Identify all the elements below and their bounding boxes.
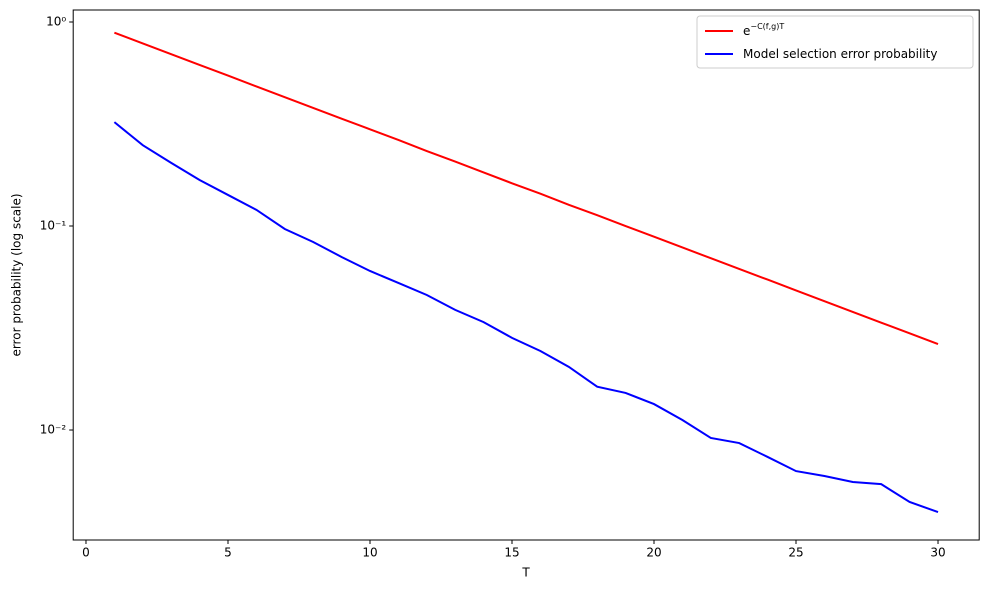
x-tick-label: 15 [504, 546, 519, 560]
y-tick-label: 10⁻² [40, 423, 67, 437]
x-tick-label: 0 [82, 546, 90, 560]
legend-box [696, 15, 974, 69]
y-tick-label: 10⁰ [46, 14, 66, 28]
series-line [114, 31, 939, 345]
y-tick-label: 10⁻¹ [40, 219, 67, 233]
plot-frame [72, 9, 980, 541]
legend-label: e−C(f,g)T [743, 22, 784, 38]
x-axis-label: T [521, 566, 530, 580]
x-tick-label: 25 [788, 546, 803, 560]
legend-label: Model selection error probability [743, 47, 937, 61]
x-tick-label: 30 [930, 546, 945, 560]
series-line [113, 121, 939, 514]
y-axis-label: error probability (log scale) [10, 193, 24, 356]
x-tick-label: 10 [362, 546, 377, 560]
x-tick-label: 5 [224, 546, 232, 560]
x-tick-label: 20 [646, 546, 661, 560]
